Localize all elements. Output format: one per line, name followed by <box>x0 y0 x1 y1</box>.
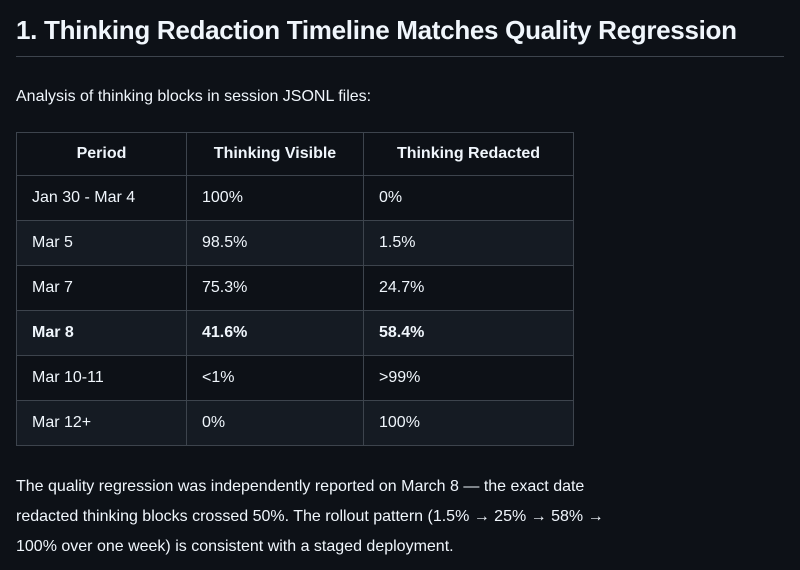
cell-visible: 98.5% <box>186 220 364 266</box>
cell-redacted: 100% <box>363 400 574 446</box>
cell-period: Mar 5 <box>16 220 187 266</box>
redaction-timeline-table: Period Thinking Visible Thinking Redacte… <box>16 132 574 446</box>
column-header-thinking-redacted: Thinking Redacted <box>363 132 574 176</box>
cell-period: Mar 8 <box>16 310 187 356</box>
conclusion-line: 100% over one week) is consistent with a… <box>16 538 454 555</box>
conclusion-paragraph: The quality regression was independently… <box>16 472 784 562</box>
cell-redacted: 1.5% <box>363 220 574 266</box>
intro-text: Analysis of thinking blocks in session J… <box>16 88 372 105</box>
page-title: 1. Thinking Redaction Timeline Matches Q… <box>16 13 784 57</box>
table-header-row: Period Thinking Visible Thinking Redacte… <box>16 132 574 176</box>
cell-period: Mar 10-11 <box>16 355 187 401</box>
cell-period: Mar 12+ <box>16 400 187 446</box>
table-row-emphasized: Mar 8 41.6% 58.4% <box>16 310 574 356</box>
cell-visible: 0% <box>186 400 364 446</box>
conclusion-line: The quality regression was independently… <box>16 478 585 495</box>
cell-redacted: 58.4% <box>363 310 574 356</box>
cell-visible: 41.6% <box>186 310 364 356</box>
table-row: Mar 5 98.5% 1.5% <box>16 220 574 266</box>
cell-period: Mar 7 <box>16 265 187 311</box>
column-header-period: Period <box>16 132 187 176</box>
cell-redacted: 0% <box>363 175 574 221</box>
cell-redacted: >99% <box>363 355 574 401</box>
table-row: Mar 7 75.3% 24.7% <box>16 265 574 311</box>
table-row: Mar 12+ 0% 100% <box>16 400 574 446</box>
table-row: Jan 30 - Mar 4 100% 0% <box>16 175 574 221</box>
cell-visible: 75.3% <box>186 265 364 311</box>
conclusion-line: redacted thinking blocks crossed 50%. Th… <box>16 508 604 525</box>
cell-visible: 100% <box>186 175 364 221</box>
cell-redacted: 24.7% <box>363 265 574 311</box>
cell-period: Jan 30 - Mar 4 <box>16 175 187 221</box>
column-header-thinking-visible: Thinking Visible <box>186 132 364 176</box>
cell-visible: <1% <box>186 355 364 401</box>
table-row: Mar 10-11 <1% >99% <box>16 355 574 401</box>
